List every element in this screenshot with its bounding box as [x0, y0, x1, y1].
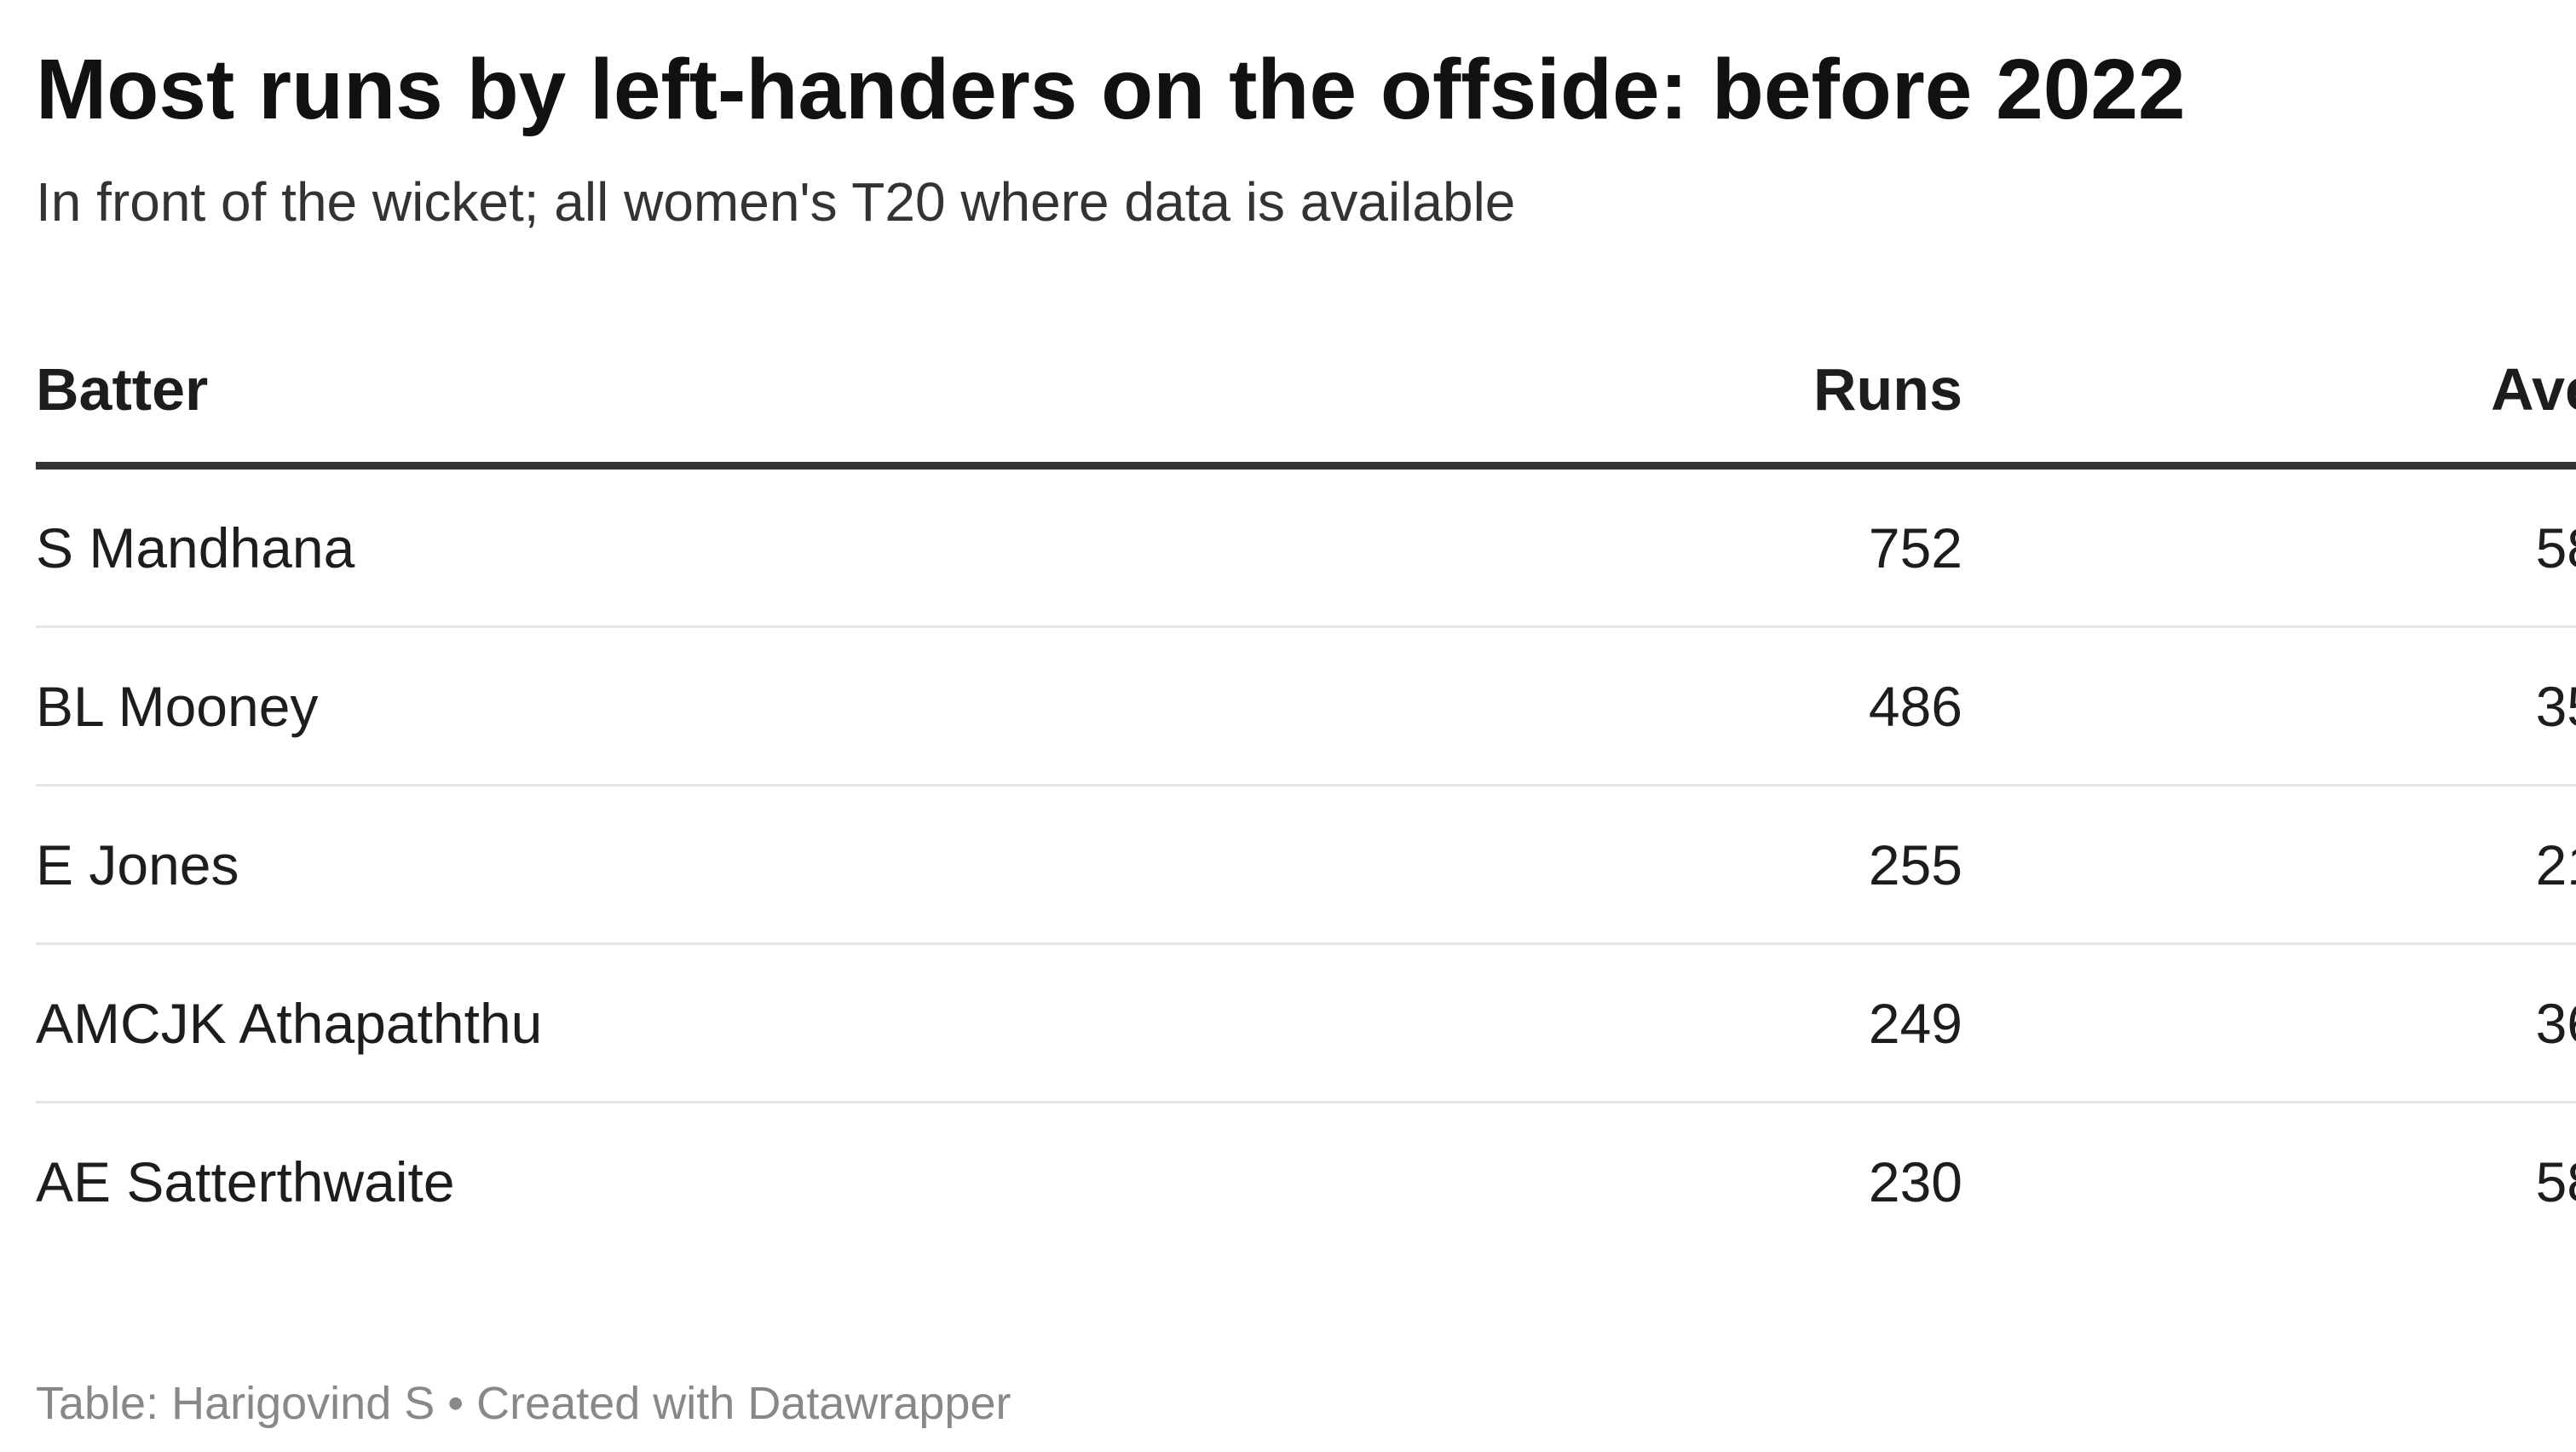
chart-footer: Table: Harigovind S • Created with Dataw… [36, 1378, 1011, 1429]
cell-batter: BL Mooney [36, 626, 1327, 786]
table-row: BL Mooney 486 35 117 [36, 626, 2576, 786]
table-row: S Mandhana 752 58 132 [36, 465, 2576, 628]
table-row: E Jones 255 21 85 [36, 785, 2576, 945]
cell-runs: 752 [1327, 465, 1962, 628]
table-row: AMCJK Athapaththu 249 36 98 [36, 943, 2576, 1103]
chart-subtitle: In front of the wicket; all women's T20 … [36, 171, 1516, 233]
column-header-runs[interactable]: Runs [1327, 326, 1962, 470]
cell-batter: S Mandhana [36, 465, 1327, 628]
cell-ave: 21 [1962, 785, 2576, 945]
column-header-batter[interactable]: Batter [36, 326, 1327, 470]
cell-ave: 36 [1962, 943, 2576, 1103]
cell-runs: 255 [1327, 785, 1962, 945]
chart-container: Most runs by left-handers on the offside… [36, 34, 2576, 1259]
column-header-ave[interactable]: Ave [1962, 326, 2576, 470]
table-row: AE Satterthwaite 230 58 85 [36, 1103, 2576, 1260]
cell-runs: 230 [1868, 1150, 1962, 1213]
cell-runs: 249 [1327, 943, 1962, 1103]
cell-runs: 486 [1327, 626, 1962, 786]
cell-ave: 58 [1962, 465, 2576, 628]
data-table: Batter Runs Ave SR S Mandhana 752 58 132… [36, 326, 2576, 1259]
chart-title: Most runs by left-handers on the offside… [36, 42, 2186, 137]
cell-batter: E Jones [36, 785, 1327, 945]
cell-ave: 58 [2535, 1150, 2576, 1213]
table-header-row: Batter Runs Ave SR [36, 326, 2576, 470]
cell-ave: 35 [1962, 626, 2576, 786]
cell-batter: AMCJK Athapaththu [36, 943, 1327, 1103]
cell-batter: AE Satterthwaite [36, 1150, 455, 1213]
